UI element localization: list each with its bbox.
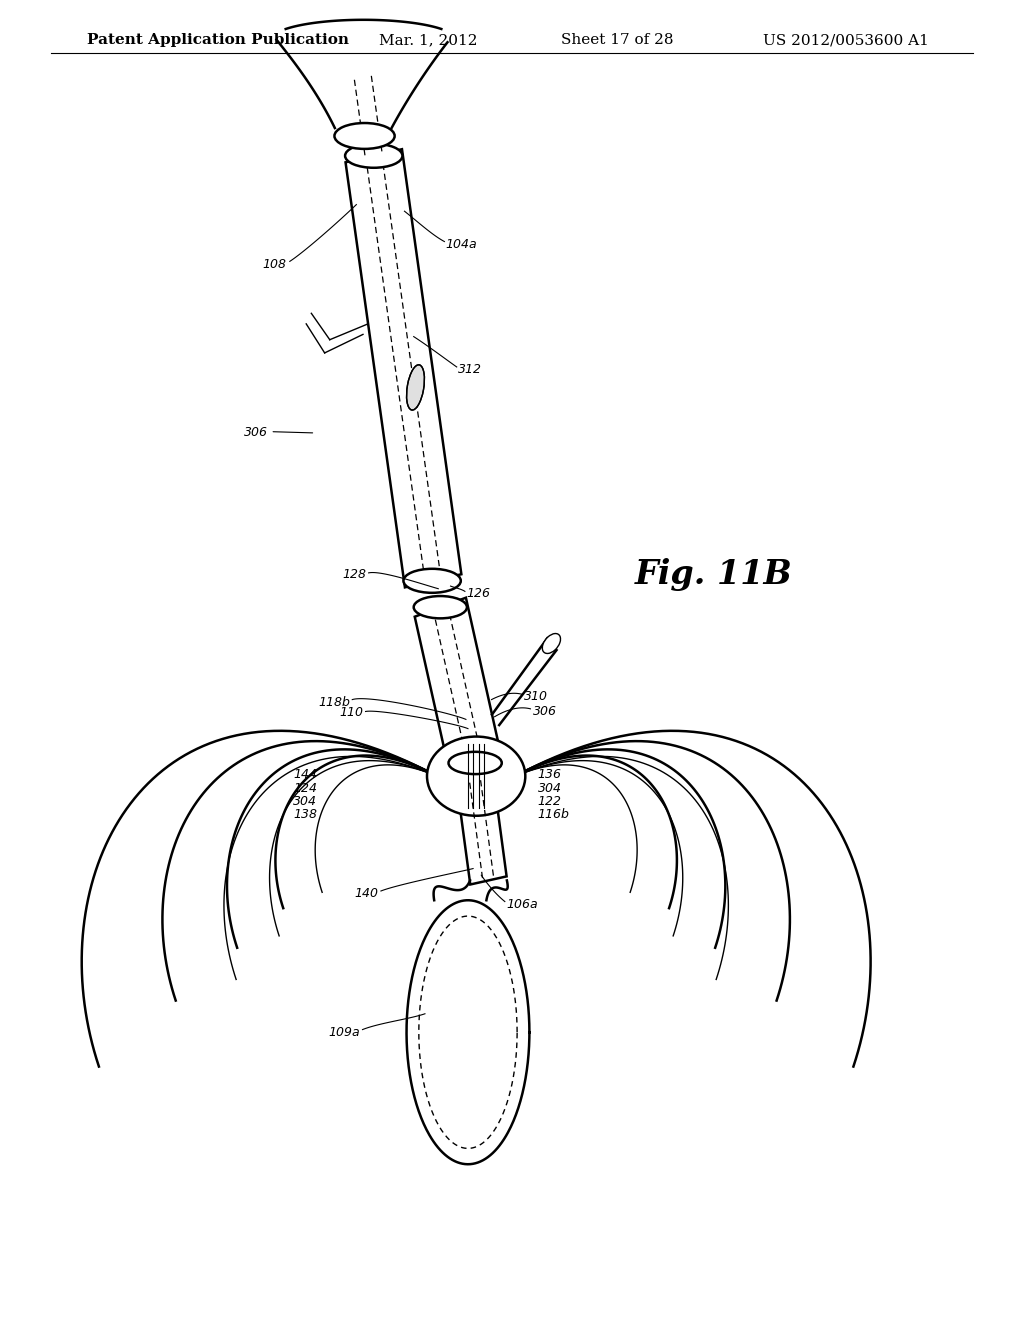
Text: Patent Application Publication: Patent Application Publication: [87, 33, 349, 48]
Text: 136: 136: [538, 768, 561, 781]
Polygon shape: [345, 149, 462, 587]
Ellipse shape: [427, 737, 525, 816]
Text: 312: 312: [458, 363, 481, 376]
Text: 124: 124: [294, 781, 317, 795]
Ellipse shape: [345, 144, 402, 168]
Ellipse shape: [407, 364, 424, 411]
Ellipse shape: [449, 752, 502, 774]
Text: US 2012/0053600 A1: US 2012/0053600 A1: [763, 33, 929, 48]
Polygon shape: [457, 777, 507, 884]
Text: 310: 310: [524, 690, 548, 704]
Text: 304: 304: [538, 781, 561, 795]
Text: 116b: 116b: [538, 808, 569, 821]
Ellipse shape: [403, 569, 461, 593]
Text: 138: 138: [294, 808, 317, 821]
Text: 306: 306: [245, 426, 268, 440]
Polygon shape: [415, 598, 501, 772]
Text: 140: 140: [355, 887, 379, 900]
Text: Mar. 1, 2012: Mar. 1, 2012: [379, 33, 477, 48]
Polygon shape: [407, 900, 529, 1164]
Text: Fig. 11B: Fig. 11B: [635, 557, 793, 591]
Ellipse shape: [335, 123, 394, 149]
Text: 118b: 118b: [318, 696, 350, 709]
Text: 110: 110: [340, 706, 364, 719]
Text: 109a: 109a: [329, 1026, 360, 1039]
Text: 104a: 104a: [445, 238, 477, 251]
Text: 128: 128: [343, 568, 367, 581]
Text: 304: 304: [294, 795, 317, 808]
Text: 108: 108: [263, 257, 287, 271]
Text: Sheet 17 of 28: Sheet 17 of 28: [561, 33, 674, 48]
Text: 306: 306: [532, 705, 556, 718]
Text: 144: 144: [294, 768, 317, 781]
Ellipse shape: [543, 634, 560, 653]
Text: 126: 126: [466, 587, 489, 601]
Text: 122: 122: [538, 795, 561, 808]
Ellipse shape: [414, 597, 467, 618]
Text: 106a: 106a: [507, 898, 539, 911]
